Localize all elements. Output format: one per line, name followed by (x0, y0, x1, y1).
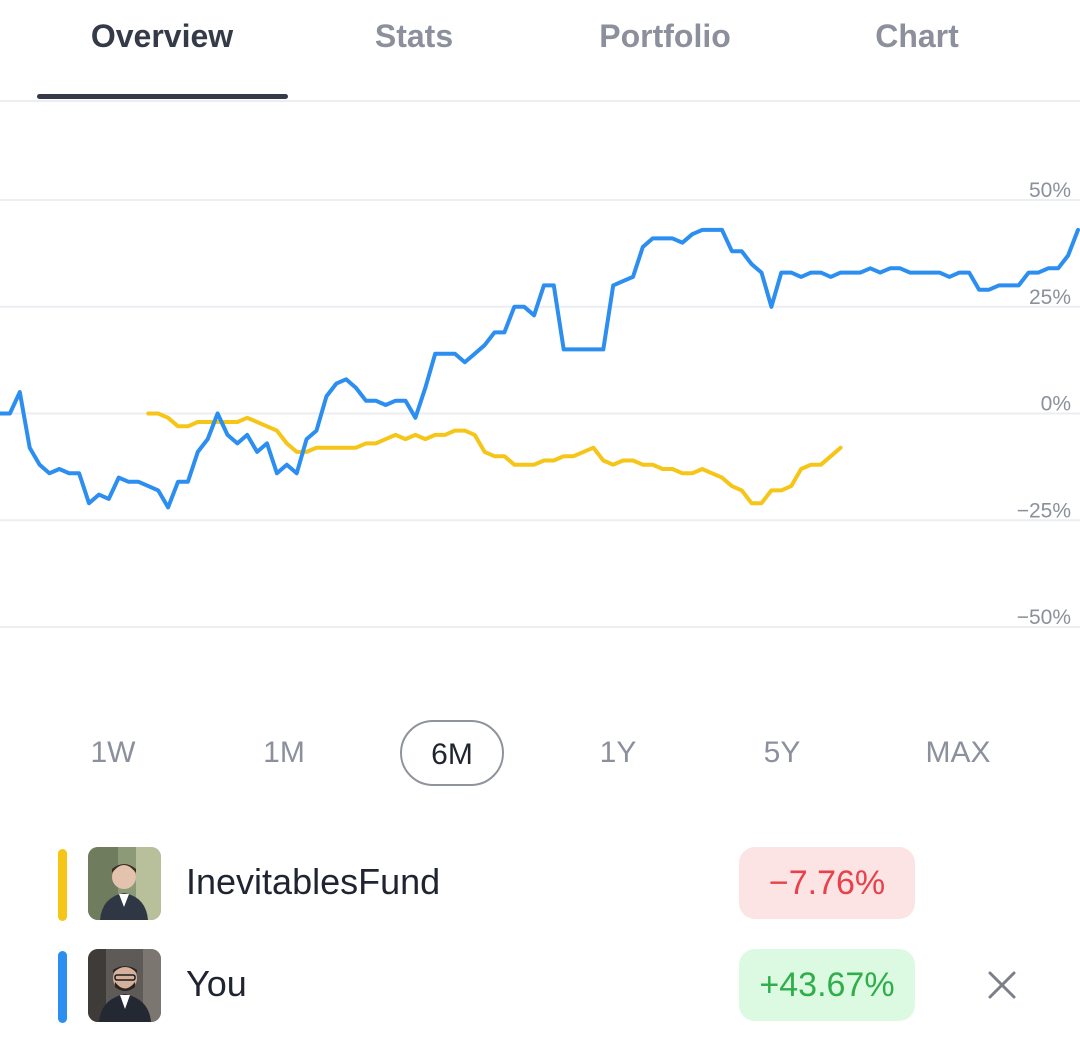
chart-series (0, 227, 1080, 510)
legend-name: You (186, 963, 247, 1004)
y-tick-label: −50% (1017, 606, 1071, 629)
avatar (88, 847, 161, 920)
time-range-selector: 1W 1M 6M 1Y 5Y MAX (0, 720, 1080, 790)
close-icon[interactable] (980, 963, 1024, 1007)
tab-chart[interactable]: Chart (875, 18, 959, 54)
tab-stats[interactable]: Stats (374, 18, 454, 54)
range-max[interactable]: MAX (925, 736, 991, 769)
active-tab-indicator (37, 94, 288, 99)
performance-chart: 50% 25% 0% −25% −50% (0, 179, 1080, 629)
range-1y[interactable]: 1Y (599, 736, 637, 769)
series-color-marker (58, 849, 67, 921)
range-5y[interactable]: 5Y (763, 736, 801, 769)
legend-row-inevitablesfund[interactable]: InevitablesFund −7.76% (0, 847, 1080, 923)
change-badge: −7.76% (739, 847, 915, 919)
series-line-inevitablesfund (146, 411, 843, 506)
tab-overview[interactable]: Overview (90, 18, 234, 54)
range-1m[interactable]: 1M (263, 736, 305, 769)
range-1w[interactable]: 1W (90, 736, 136, 769)
series-color-marker (58, 951, 67, 1023)
change-badge: +43.67% (739, 949, 915, 1021)
legend-name: InevitablesFund (186, 861, 441, 902)
tab-portfolio[interactable]: Portfolio (599, 18, 731, 54)
range-6m[interactable]: 6M (400, 720, 504, 786)
y-tick-label: 0% (1041, 393, 1071, 416)
chart-gridlines (0, 199, 1080, 628)
legend-row-you[interactable]: You +43.67% (0, 949, 1080, 1025)
tab-bar: Overview Stats Portfolio Chart (0, 0, 1080, 102)
y-tick-label: −25% (1017, 499, 1071, 522)
y-axis-ticks: 50% 25% 0% −25% −50% (1017, 179, 1071, 629)
series-line-you (0, 227, 1080, 510)
avatar (88, 949, 161, 1022)
y-tick-label: 50% (1029, 179, 1071, 202)
y-tick-label: 25% (1029, 286, 1071, 309)
